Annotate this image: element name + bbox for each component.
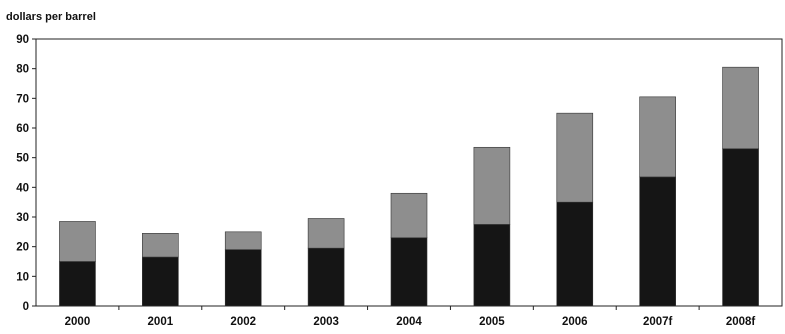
x-tick-label: 2002 xyxy=(230,316,256,328)
y-tick-label: 40 xyxy=(16,182,29,194)
y-tick-label: 60 xyxy=(16,123,29,135)
bar-segment-upper xyxy=(473,146,511,225)
bar-segment-lower xyxy=(722,148,759,307)
x-tick-label: 2006 xyxy=(562,316,588,328)
y-tick-label: 30 xyxy=(16,212,29,224)
bar-segment-upper xyxy=(722,66,759,150)
x-tick-label: 2008f xyxy=(726,316,756,328)
y-tick-label: 70 xyxy=(16,93,29,105)
bar-segment-upper xyxy=(639,96,676,178)
x-tick-label: 2007f xyxy=(643,316,673,328)
bar-segment-upper xyxy=(59,221,96,262)
bar-segment-lower xyxy=(142,256,179,307)
bar-segment-lower xyxy=(307,247,345,307)
y-tick-label: 10 xyxy=(16,271,29,283)
bar-segment-upper xyxy=(224,231,262,250)
bar-segment-lower xyxy=(390,237,428,307)
bar-segment-lower xyxy=(473,224,511,307)
bar-segment-lower xyxy=(556,201,594,307)
x-tick-label: 2000 xyxy=(65,316,91,328)
x-tick-label: 2001 xyxy=(148,316,174,328)
y-tick-label: 50 xyxy=(16,153,29,165)
x-tick-label: 2004 xyxy=(396,316,422,328)
bar-series xyxy=(59,66,759,307)
y-tick-label: 80 xyxy=(16,64,29,76)
bar-segment-lower xyxy=(224,249,262,307)
bar-segment-upper xyxy=(390,192,428,239)
y-axis-ticks: 0 10 20 30 40 50 60 70 80 90 xyxy=(16,34,36,313)
bar-segment-upper xyxy=(556,112,594,203)
bar-segment-upper xyxy=(142,233,179,258)
y-tick-label: 20 xyxy=(16,242,29,254)
y-axis-label: dollars per barrel xyxy=(6,11,96,23)
y-tick-label: 90 xyxy=(16,34,29,46)
y-tick-label: 0 xyxy=(23,301,29,313)
x-tick-label: 2005 xyxy=(479,316,505,328)
bar-segment-lower xyxy=(639,176,676,307)
x-tick-label: 2003 xyxy=(313,316,339,328)
bar-segment-upper xyxy=(307,218,345,249)
x-axis-ticks: 2000 2001 2002 2003 2004 2005 2006 2007f 2008f xyxy=(65,306,756,328)
bar-segment-lower xyxy=(59,261,96,307)
